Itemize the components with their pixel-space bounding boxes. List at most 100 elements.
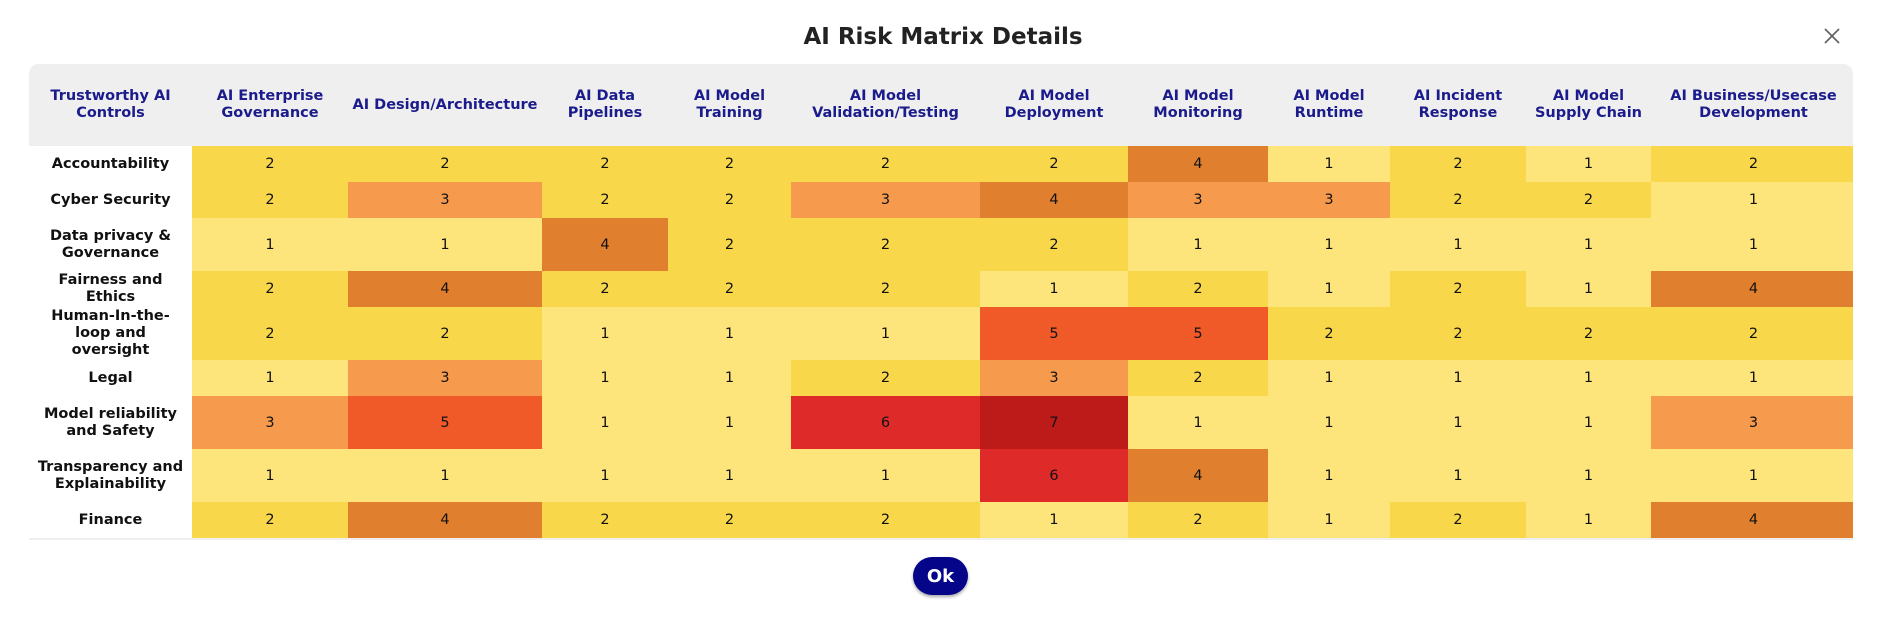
risk-cell: 1: [542, 360, 668, 396]
row-header: Human-In-the-loop and oversight: [29, 307, 192, 360]
risk-cell: 2: [1128, 360, 1268, 396]
risk-cell: 1: [1390, 218, 1526, 271]
risk-cell: 3: [1128, 182, 1268, 218]
risk-cell: 2: [542, 146, 668, 182]
risk-cell: 1: [1526, 218, 1651, 271]
risk-cell: 1: [1526, 271, 1651, 307]
risk-cell: 1: [542, 449, 668, 502]
risk-cell: 2: [192, 502, 348, 538]
risk-cell: 2: [1128, 502, 1268, 538]
matrix-row: Legal 1 3 1 1 2 3 2 1 1 1 1: [29, 360, 1853, 396]
matrix-row: Transparency and Explainability 1 1 1 1 1 6 4 1 1…: [29, 449, 1853, 502]
column-header: AI Model Validation/Testing: [791, 64, 980, 146]
risk-cell: 2: [668, 218, 791, 271]
risk-cell: 4: [980, 182, 1128, 218]
risk-cell: 1: [1390, 360, 1526, 396]
risk-cell: 4: [1651, 271, 1853, 307]
risk-cell: 4: [1651, 502, 1853, 538]
risk-cell: 2: [192, 182, 348, 218]
risk-cell: 2: [192, 307, 348, 360]
column-header: AI Model Monitoring: [1128, 64, 1268, 146]
risk-cell: 1: [542, 307, 668, 360]
risk-cell: 1: [668, 307, 791, 360]
matrix-row: Human-In-the-loop and oversight 2 2 1 1 1 5 5 2 2…: [29, 307, 1853, 360]
risk-cell: 2: [1390, 502, 1526, 538]
risk-cell: 4: [542, 218, 668, 271]
risk-cell: 5: [348, 396, 542, 449]
risk-cell: 2: [791, 218, 980, 271]
risk-cell: 3: [192, 396, 348, 449]
matrix-row: Fairness and Ethics 2 4 2 2 2 1 2 1 2 1 4: [29, 271, 1853, 307]
risk-cell: 2: [791, 271, 980, 307]
column-header: AI Data Pipelines: [542, 64, 668, 146]
risk-cell: 7: [980, 396, 1128, 449]
risk-cell: 1: [348, 449, 542, 502]
risk-cell: 2: [1268, 307, 1390, 360]
row-header: Finance: [29, 502, 192, 538]
risk-cell: 1: [542, 396, 668, 449]
risk-cell: 1: [1651, 182, 1853, 218]
risk-cell: 2: [791, 360, 980, 396]
risk-cell: 2: [1390, 182, 1526, 218]
risk-cell: 5: [1128, 307, 1268, 360]
risk-cell: 1: [1268, 146, 1390, 182]
risk-cell: 1: [1128, 396, 1268, 449]
risk-cell: 5: [980, 307, 1128, 360]
risk-cell: 2: [668, 271, 791, 307]
risk-cell: 2: [542, 271, 668, 307]
risk-cell: 1: [668, 360, 791, 396]
risk-cell: 2: [668, 146, 791, 182]
close-icon[interactable]: [1820, 24, 1844, 48]
column-header: AI Enterprise Governance: [192, 64, 348, 146]
matrix-row: Model reliability and Safety 3 5 1 1 6 7 1 1 1 1 3: [29, 396, 1853, 449]
row-header: Fairness and Ethics: [29, 271, 192, 307]
risk-cell: 3: [791, 182, 980, 218]
risk-cell: 3: [348, 182, 542, 218]
column-header: AI Incident Response: [1390, 64, 1526, 146]
risk-cell: 2: [791, 502, 980, 538]
risk-cell: 2: [668, 502, 791, 538]
column-header: AI Model Supply Chain: [1526, 64, 1651, 146]
column-header: AI Model Training: [668, 64, 791, 146]
risk-cell: 1: [192, 360, 348, 396]
risk-cell: 1: [980, 271, 1128, 307]
risk-cell: 1: [1390, 396, 1526, 449]
risk-cell: 2: [1651, 307, 1853, 360]
risk-cell: 3: [980, 360, 1128, 396]
risk-cell: 2: [348, 146, 542, 182]
risk-cell: 1: [791, 449, 980, 502]
ok-button[interactable]: Ok: [913, 557, 968, 595]
risk-cell: 1: [791, 307, 980, 360]
risk-cell: 1: [1268, 360, 1390, 396]
row-header: Data privacy & Governance: [29, 218, 192, 271]
row-header: Transparency and Explainability: [29, 449, 192, 502]
matrix-row: Data privacy & Governance 1 1 4 2 2 2 1 1 1 1 1: [29, 218, 1853, 271]
risk-cell: 1: [1526, 360, 1651, 396]
risk-cell: 1: [192, 218, 348, 271]
risk-cell: 2: [1128, 271, 1268, 307]
risk-cell: 1: [668, 449, 791, 502]
risk-cell: 2: [1390, 307, 1526, 360]
matrix-row: Finance 2 4 2 2 2 1 2 1 2 1 4: [29, 502, 1853, 538]
risk-cell: 2: [791, 146, 980, 182]
risk-cell: 2: [1526, 182, 1651, 218]
column-header: AI Model Runtime: [1268, 64, 1390, 146]
risk-cell: 2: [192, 146, 348, 182]
column-header: AI Design/Architecture: [348, 64, 542, 146]
risk-cell: 2: [1651, 146, 1853, 182]
risk-cell: 4: [348, 271, 542, 307]
risk-cell: 3: [1651, 396, 1853, 449]
risk-cell: 4: [348, 502, 542, 538]
row-header: Cyber Security: [29, 182, 192, 218]
risk-cell: 1: [192, 449, 348, 502]
risk-cell: 2: [192, 271, 348, 307]
risk-cell: 1: [1651, 218, 1853, 271]
risk-cell: 4: [1128, 146, 1268, 182]
risk-cell: 2: [1526, 307, 1651, 360]
risk-cell: 1: [1526, 146, 1651, 182]
risk-matrix: Trustworthy AI Controls AI Enterprise Go…: [29, 64, 1853, 540]
column-header: AI Model Deployment: [980, 64, 1128, 146]
risk-cell: 1: [1268, 271, 1390, 307]
row-header: Legal: [29, 360, 192, 396]
risk-cell: 1: [1651, 360, 1853, 396]
